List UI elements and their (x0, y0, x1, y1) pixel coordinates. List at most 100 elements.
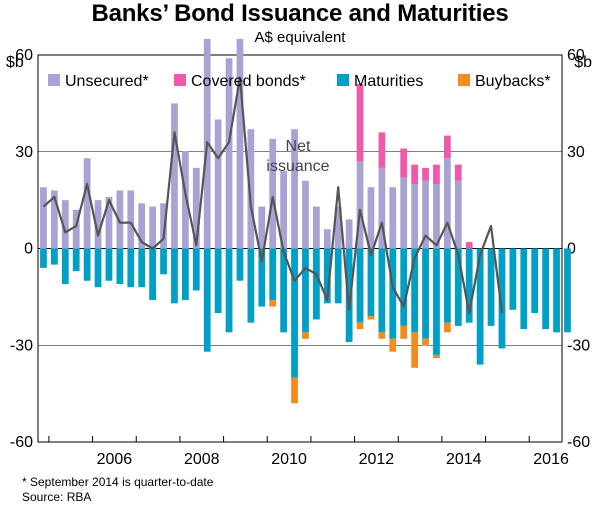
bar-unsecured (367, 187, 375, 249)
footnote: * September 2014 is quarter-to-date (22, 475, 214, 489)
bar-unsecured (258, 206, 266, 249)
bar-buybacks (400, 325, 408, 339)
y-axis-unit-left: $b (6, 54, 24, 71)
bar-maturities (269, 248, 277, 301)
bar-coveredbonds (465, 242, 473, 249)
bar-unsecured (40, 187, 47, 249)
bar-unsecured (269, 138, 277, 249)
bar-maturities (171, 248, 178, 304)
bar-buybacks (389, 338, 397, 352)
bar-maturities (542, 248, 550, 330)
bar-maturities (160, 248, 167, 275)
bar-unsecured (116, 190, 124, 249)
bar-maturities (411, 248, 419, 333)
bar-unsecured (280, 171, 288, 249)
bar-maturities (94, 248, 102, 288)
net-issuance-line (42, 76, 504, 315)
bar-unsecured (443, 158, 451, 249)
bar-unsecured (50, 190, 58, 249)
net-issuance-label: Net (286, 138, 311, 155)
bar-unsecured (323, 229, 331, 249)
bar-buybacks (378, 332, 386, 339)
x-tick-label: 2008 (184, 451, 220, 468)
bar-maturities (564, 248, 571, 333)
bar-unsecured (160, 203, 167, 249)
bar-maturities (487, 248, 495, 326)
x-tick-label: 2012 (359, 451, 395, 468)
bar-maturities (214, 248, 222, 313)
bar-maturities (422, 248, 429, 339)
bar-maturities (203, 248, 211, 352)
bar-unsecured (171, 103, 178, 249)
y-tick-label-left: 60 (15, 47, 33, 64)
bar-maturities (225, 248, 233, 333)
bar-maturities (378, 248, 386, 333)
bar-unsecured (454, 180, 462, 249)
bar-unsecured (400, 177, 408, 249)
bar-buybacks (302, 332, 309, 339)
x-tick-label: 2014 (446, 451, 482, 468)
bar-unsecured (334, 206, 342, 249)
bar-maturities (312, 248, 320, 320)
legend-swatch (48, 74, 60, 86)
bar-unsecured (61, 200, 69, 249)
bar-maturities (520, 248, 528, 330)
bar-unsecured (127, 190, 135, 249)
bar-unsecured (192, 167, 200, 249)
y-tick-label-right: 30 (567, 144, 585, 161)
bar-unsecured (312, 206, 320, 249)
legend-label: Buybacks* (475, 73, 551, 90)
net-issuance-label: issuance (266, 158, 329, 175)
bar-unsecured (291, 129, 298, 249)
bar-maturities (476, 248, 484, 365)
bar-buybacks (433, 354, 440, 359)
y-tick-label-left: -30 (10, 337, 33, 354)
legend-swatch (337, 74, 349, 86)
bar-maturities (236, 248, 244, 281)
bar-coveredbonds (356, 84, 364, 162)
source-note: Source: RBA (22, 490, 92, 504)
y-tick-label-left: 0 (24, 241, 33, 258)
bar-maturities (40, 248, 47, 268)
bar-maturities (389, 248, 397, 339)
bar-buybacks (422, 338, 429, 346)
bar-maturities (498, 248, 506, 349)
bar-unsecured (433, 184, 440, 249)
y-tick-label-right: 0 (567, 241, 576, 258)
bar-coveredbonds (411, 164, 419, 184)
x-tick-label: 2016 (533, 451, 569, 468)
bar-maturities (509, 248, 517, 310)
y-tick-label-right: -30 (567, 337, 590, 354)
bar-maturities (465, 248, 473, 323)
bar-unsecured (236, 38, 244, 249)
bar-unsecured (378, 167, 386, 249)
bar-maturities (323, 248, 331, 304)
bar-maturities (280, 248, 288, 333)
y-tick-label-left: 30 (15, 144, 33, 161)
legend-swatch (458, 74, 470, 86)
bar-unsecured (225, 58, 233, 249)
x-tick-label: 2006 (97, 451, 133, 468)
bar-unsecured (72, 209, 80, 249)
bar-maturities (443, 248, 451, 323)
bar-maturities (50, 248, 58, 265)
bar-unsecured (411, 184, 419, 249)
bar-coveredbonds (400, 148, 408, 178)
bar-coveredbonds (422, 167, 429, 181)
bar-unsecured (83, 158, 91, 249)
bar-buybacks (443, 322, 451, 333)
bar-buybacks (367, 316, 375, 320)
bar-buybacks (411, 332, 419, 368)
bar-maturities (302, 248, 309, 333)
bar-buybacks (291, 377, 298, 404)
bar-maturities (138, 248, 146, 288)
bar-unsecured (422, 180, 429, 249)
bar-unsecured (389, 187, 397, 249)
bar-maturities (433, 248, 440, 355)
legend-swatch (174, 74, 186, 86)
bar-maturities (181, 248, 189, 301)
y-tick-label-right: -60 (567, 434, 590, 451)
bar-maturities (553, 248, 560, 333)
bar-unsecured (247, 129, 255, 249)
